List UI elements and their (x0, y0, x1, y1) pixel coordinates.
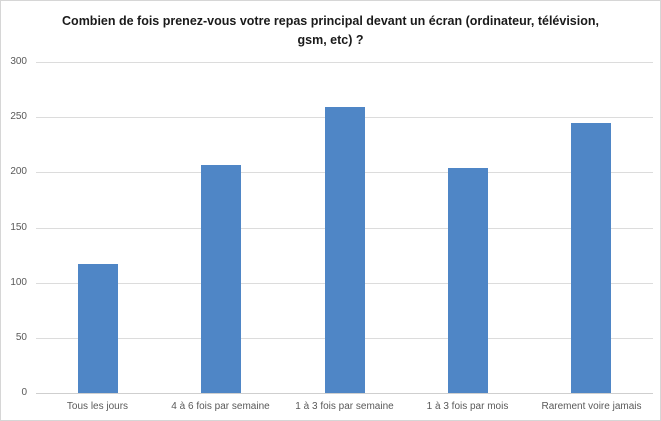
bar-4 (571, 123, 611, 393)
y-axis-tick-label: 50 (15, 332, 27, 343)
x-axis-category-label: 1 à 3 fois par semaine (295, 401, 394, 412)
y-axis-tick-label: 150 (10, 222, 27, 233)
x-axis-category-label: Tous les jours (66, 401, 129, 412)
y-axis-tick-label: 300 (10, 56, 27, 67)
x-axis-category-label: 1 à 3 fois par mois (426, 401, 509, 412)
y-axis-tick-label: 200 (10, 166, 27, 177)
bar-0 (78, 264, 118, 393)
y-axis-tick-label: 250 (10, 111, 27, 122)
y-axis-tick-label: 0 (21, 387, 27, 398)
bar-1 (201, 165, 241, 393)
x-axis-category-label: 4 à 6 fois par semaine (171, 401, 270, 412)
x-axis-category-label: Rarement voire jamais (541, 401, 642, 412)
gridline-y-300 (36, 62, 653, 63)
y-axis-tick-label: 100 (10, 277, 27, 288)
plot-area (36, 62, 653, 394)
bar-2 (325, 107, 365, 393)
chart-title: Combien de fois prenez-vous votre repas … (62, 14, 599, 48)
bar-3 (448, 168, 488, 393)
